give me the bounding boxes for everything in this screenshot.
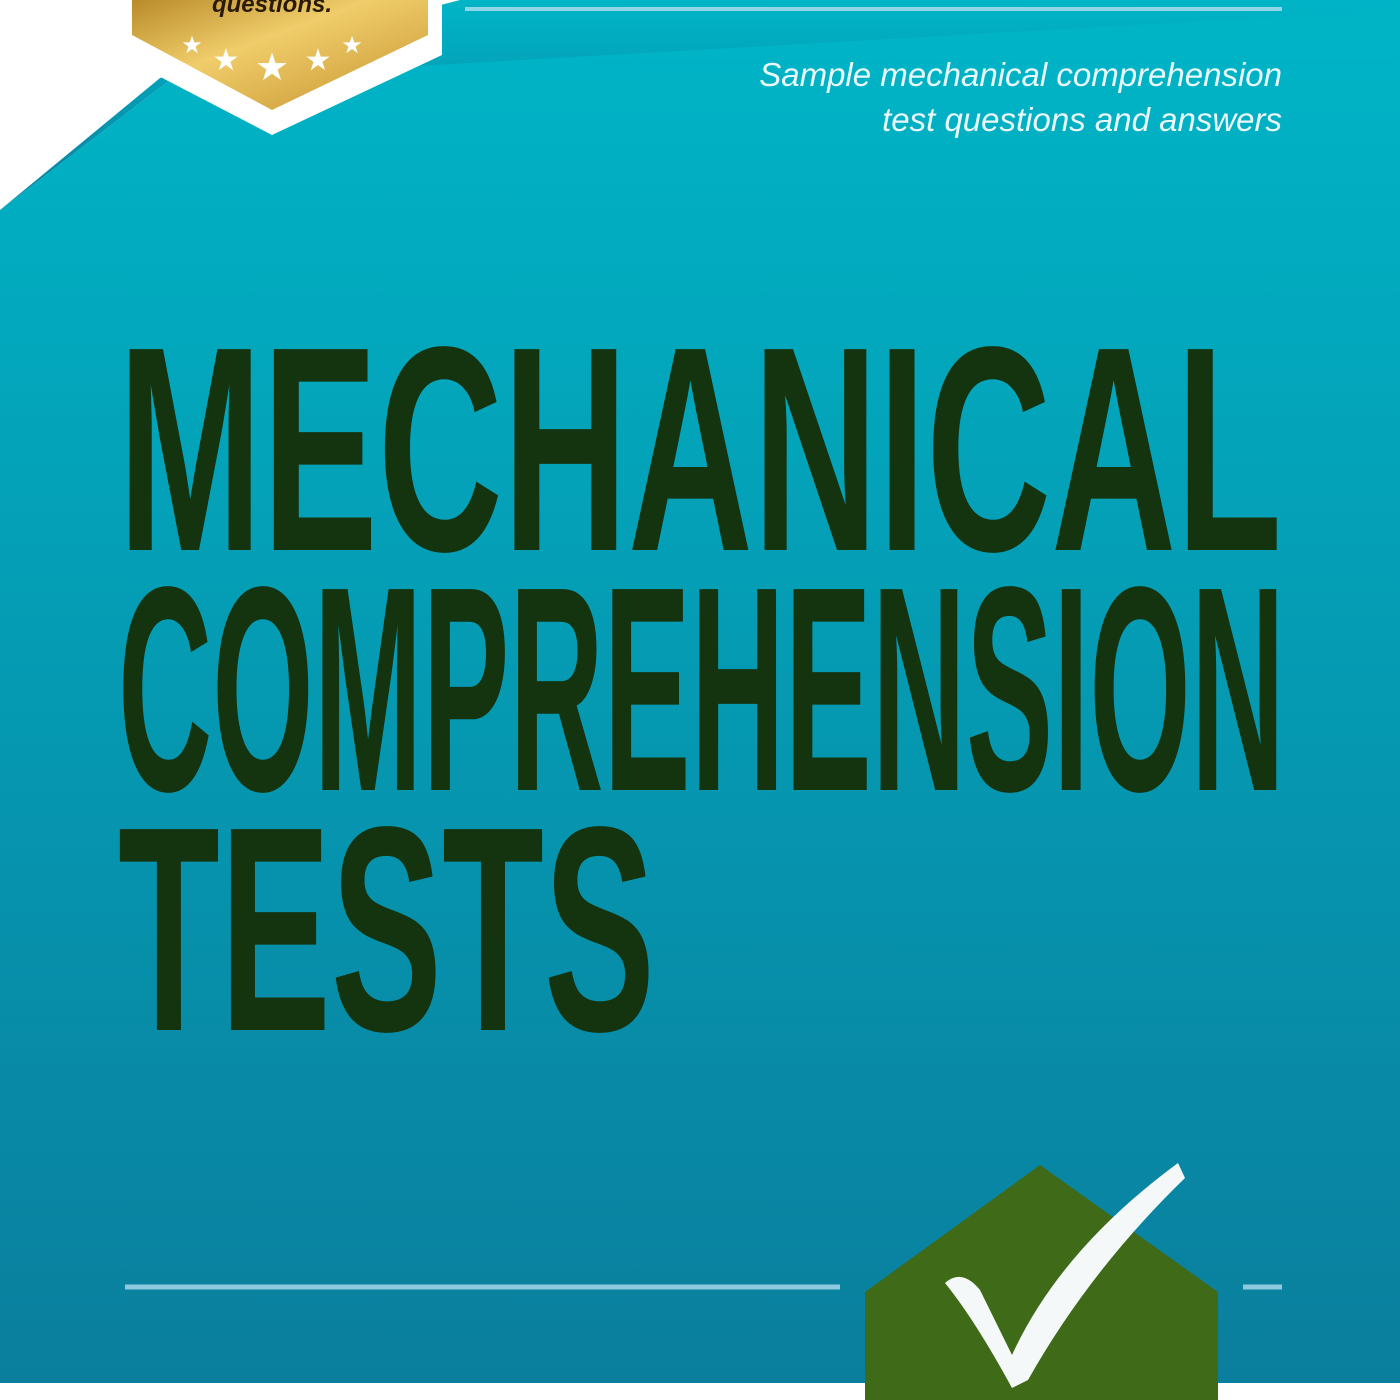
subtitle-line-1: Sample mechanical comprehension — [759, 56, 1282, 93]
subtitle-line-2: test questions and answers — [882, 101, 1282, 138]
checkmark-icon — [945, 1163, 1185, 1388]
badge-text: questions. — [212, 0, 332, 18]
title-line-3: TESTS — [118, 766, 655, 1092]
title-line-2: COMPREHENSION — [118, 526, 1285, 852]
svg-text:★: ★ — [341, 32, 363, 59]
svg-text:★: ★ — [255, 47, 289, 89]
check-badge — [865, 1163, 1218, 1400]
title-line-1: MECHANICAL — [118, 286, 1282, 612]
star-icons: ★ ★ ★ ★ ★ — [181, 32, 363, 89]
subtitle: Sample mechanical comprehension test que… — [759, 52, 1282, 142]
rating-badge: questions. ★ ★ ★ ★ ★ — [118, 0, 442, 135]
svg-text:★: ★ — [213, 44, 240, 77]
svg-text:★: ★ — [305, 44, 332, 77]
svg-text:★: ★ — [181, 32, 203, 59]
